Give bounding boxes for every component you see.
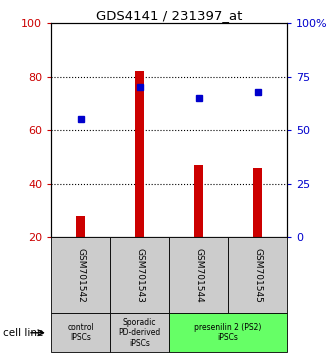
Text: control
IPSCs: control IPSCs: [67, 323, 94, 342]
Bar: [253, 167, 262, 237]
Text: GSM701544: GSM701544: [194, 248, 203, 303]
Bar: [76, 216, 85, 237]
Bar: [194, 165, 203, 237]
Text: cell line: cell line: [3, 328, 44, 338]
Bar: [135, 71, 144, 237]
Text: GSM701543: GSM701543: [135, 248, 144, 303]
Title: GDS4141 / 231397_at: GDS4141 / 231397_at: [96, 9, 242, 22]
Text: Sporadic
PD-derived
iPSCs: Sporadic PD-derived iPSCs: [118, 318, 161, 348]
Text: GSM701545: GSM701545: [253, 248, 262, 303]
Text: GSM701542: GSM701542: [76, 248, 85, 303]
Text: presenilin 2 (PS2)
iPSCs: presenilin 2 (PS2) iPSCs: [194, 323, 262, 342]
